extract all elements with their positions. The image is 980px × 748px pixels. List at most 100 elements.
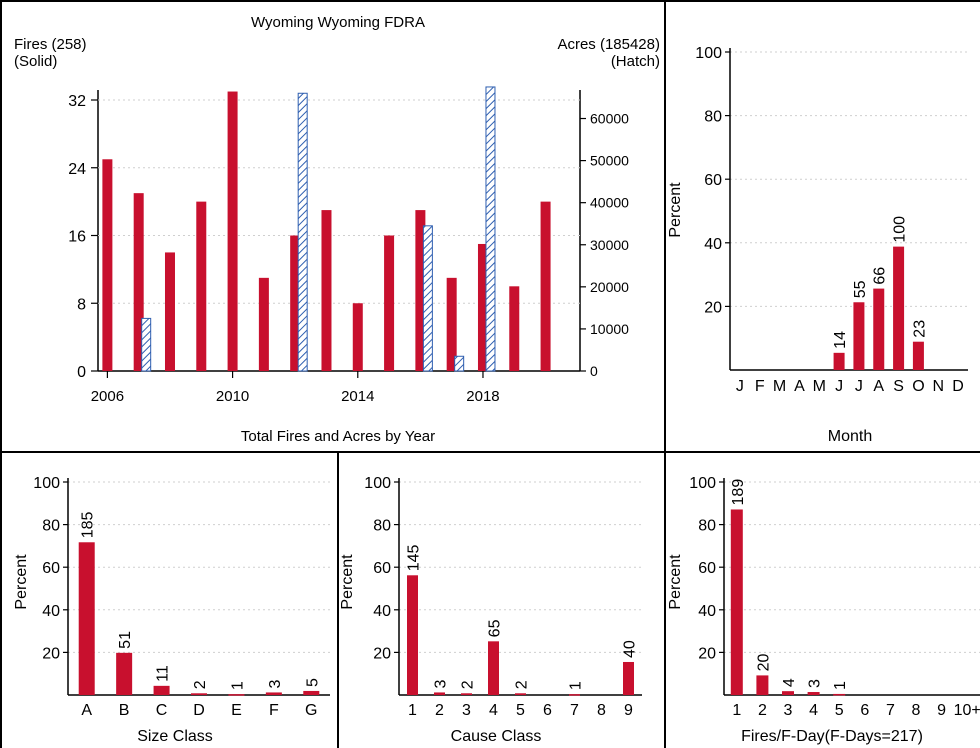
fires-bar bbox=[477, 243, 488, 371]
left-y-tick-label: 8 bbox=[77, 296, 86, 313]
bar-data-label: 3 bbox=[433, 679, 450, 688]
frame-left bbox=[0, 0, 2, 748]
divider-horizontal bbox=[0, 451, 980, 453]
x-tick-label: 9 bbox=[624, 702, 633, 719]
x-tick-label: 5 bbox=[516, 702, 525, 719]
bar-data-label: 145 bbox=[406, 544, 423, 571]
left-y-tick-label: 0 bbox=[77, 364, 86, 381]
bar-data-label: 5 bbox=[304, 678, 321, 687]
x-tick-label: 2006 bbox=[91, 388, 124, 405]
right-y-tick-label: 0 bbox=[590, 363, 598, 379]
x-tick-label: 3 bbox=[784, 702, 793, 719]
percent-bar bbox=[191, 693, 207, 695]
right-y-tick-label: 10000 bbox=[590, 321, 629, 337]
percent-bar bbox=[912, 341, 924, 370]
bar-data-label: 23 bbox=[911, 320, 928, 338]
percent-bar bbox=[488, 641, 499, 695]
fires-bar bbox=[415, 210, 426, 371]
percent-bar bbox=[303, 690, 320, 695]
bar-data-label: 11 bbox=[155, 665, 172, 682]
left-y-tick-label: 16 bbox=[68, 229, 86, 246]
y-axis-title: Percent bbox=[339, 554, 356, 610]
left-axis-sublabel: (Solid) bbox=[14, 53, 57, 70]
bar-data-label: 66 bbox=[872, 267, 889, 285]
x-tick-label: 2 bbox=[758, 702, 767, 719]
left-axis-label: Fires (258) bbox=[14, 36, 87, 53]
y-tick-label: 80 bbox=[704, 109, 722, 126]
size-class-chart: 20 40 60 80 100 Percent A 185 B 51 C 11 D 2 E 1 F 3 G 5 Size… bbox=[0, 452, 338, 748]
fires-bar bbox=[258, 277, 269, 371]
bar-data-label: 20 bbox=[755, 654, 772, 672]
y-tick-label: 80 bbox=[698, 518, 716, 535]
x-tick-label: J bbox=[835, 378, 843, 395]
x-axis-title: Size Class bbox=[137, 728, 213, 745]
x-tick-label: 10+ bbox=[954, 702, 980, 719]
percent-bar bbox=[515, 693, 526, 695]
y-axis-title: Percent bbox=[667, 554, 684, 610]
cause-class-chart: 20 40 60 80 100 Percent 1 145 2 3 3 2 4 65 5 2 6 7 1 8 9 40 Ca… bbox=[338, 452, 666, 748]
y-tick-label: 20 bbox=[42, 645, 60, 662]
bar-data-label: 40 bbox=[622, 640, 639, 658]
bar-data-label: 65 bbox=[487, 619, 504, 637]
x-axis-title: Total Fires and Acres by Year bbox=[241, 428, 435, 445]
percent-bar bbox=[265, 692, 282, 695]
acres-bar bbox=[454, 355, 465, 372]
x-tick-label: F bbox=[755, 378, 765, 395]
bar-data-label: 185 bbox=[80, 511, 97, 538]
x-axis-title: Cause Class bbox=[451, 728, 542, 745]
y-tick-label: 100 bbox=[695, 45, 722, 62]
frame-top bbox=[0, 0, 980, 2]
bar-data-label: 2 bbox=[192, 680, 209, 689]
y-tick-label: 20 bbox=[698, 645, 716, 662]
p-yearly-svg: Wyoming Wyoming FDRA Fires (258)(Solid) Ac… bbox=[14, 14, 660, 445]
x-tick-label: J bbox=[855, 378, 863, 395]
y-tick-label: 20 bbox=[373, 645, 391, 662]
bar-data-label: 100 bbox=[892, 216, 909, 243]
bar-data-label: 55 bbox=[852, 280, 869, 298]
percent-bar bbox=[833, 693, 846, 696]
x-tick-label: B bbox=[119, 702, 130, 719]
x-tick-label: 5 bbox=[835, 702, 844, 719]
x-tick-label: 1 bbox=[408, 702, 417, 719]
fires-bar bbox=[227, 91, 238, 371]
percent-bar bbox=[153, 685, 170, 695]
percent-bar bbox=[116, 652, 133, 695]
x-axis-title: Fires/F-Day(F-Days=217) bbox=[741, 728, 923, 745]
bar-data-label: 1 bbox=[229, 681, 246, 690]
x-tick-label: S bbox=[893, 378, 904, 395]
x-tick-label: N bbox=[932, 378, 944, 395]
x-tick-label: E bbox=[231, 702, 242, 719]
right-y-tick-label: 20000 bbox=[590, 279, 629, 295]
x-tick-label: 8 bbox=[912, 702, 921, 719]
bar-data-label: 189 bbox=[730, 479, 747, 506]
percent-bar bbox=[730, 509, 743, 695]
divider-vertical-bottom-left bbox=[337, 452, 339, 748]
bar-data-label: 51 bbox=[117, 631, 134, 649]
fires-bar bbox=[321, 210, 332, 371]
bar-data-label: 2 bbox=[514, 680, 531, 689]
percent-bar bbox=[807, 692, 820, 695]
fires-per-fday-chart: 20 40 60 80 100 Percent 1 189 2 20 3 4 4 3 5 1 6 7 8 9 10+ Fi… bbox=[666, 452, 980, 748]
right-y-tick-label: 40000 bbox=[590, 195, 629, 211]
fires-bar bbox=[540, 201, 551, 371]
left-y-tick-label: 32 bbox=[68, 93, 86, 110]
divider-vertical-top bbox=[664, 0, 666, 452]
x-tick-label: G bbox=[305, 702, 317, 719]
x-tick-label: 2 bbox=[435, 702, 444, 719]
percent-bar bbox=[893, 246, 905, 370]
y-tick-label: 60 bbox=[42, 560, 60, 577]
percent-bar bbox=[853, 302, 865, 370]
x-tick-label: 6 bbox=[543, 702, 552, 719]
x-tick-label: 7 bbox=[886, 702, 895, 719]
x-tick-label: 8 bbox=[597, 702, 606, 719]
y-tick-label: 100 bbox=[689, 475, 716, 492]
left-y-tick-label: 24 bbox=[68, 161, 86, 178]
month-percent-chart: 20 40 60 80 100 Percent J F M A M J 14 J 55 A 66 S 100 O 23 N… bbox=[666, 0, 980, 452]
bar-data-label: 2 bbox=[460, 680, 477, 689]
fires-bar bbox=[196, 201, 207, 371]
percent-bar bbox=[833, 352, 845, 370]
y-axis-title: Percent bbox=[13, 554, 30, 610]
y-tick-label: 40 bbox=[704, 236, 722, 253]
percent-bar bbox=[782, 691, 794, 695]
